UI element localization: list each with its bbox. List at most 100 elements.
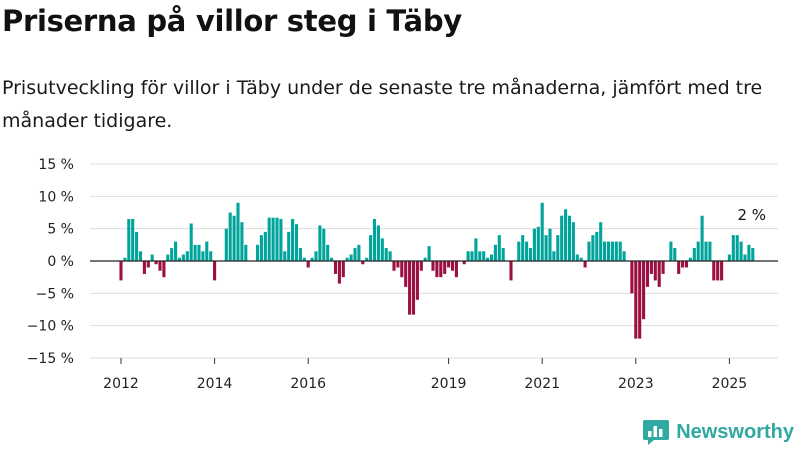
bar xyxy=(431,261,435,271)
bar xyxy=(618,241,622,261)
x-tick-label: 2025 xyxy=(712,376,748,392)
bar xyxy=(454,261,458,278)
bar xyxy=(708,241,712,261)
bar xyxy=(170,248,174,261)
bar xyxy=(478,251,482,261)
bar xyxy=(450,261,455,271)
bar xyxy=(287,231,291,261)
bar xyxy=(283,251,287,261)
bar xyxy=(681,261,685,268)
y-tick-label: 5 % xyxy=(47,222,74,238)
bar xyxy=(677,261,681,274)
bar xyxy=(240,222,244,261)
bar xyxy=(673,248,677,261)
bar xyxy=(536,226,540,261)
bar xyxy=(447,261,451,268)
bar xyxy=(731,235,735,261)
y-tick-label: 10 % xyxy=(38,189,74,205)
x-tick-label: 2021 xyxy=(524,376,560,392)
x-tick-label: 2016 xyxy=(290,376,326,392)
x-tick-label: 2019 xyxy=(431,376,467,392)
y-tick-label: 15 % xyxy=(38,157,74,173)
bar xyxy=(322,228,326,261)
bar xyxy=(419,261,423,271)
chart-title: Priserna på villor steg i Täby xyxy=(2,4,462,38)
bar xyxy=(408,261,412,315)
bar xyxy=(275,217,279,261)
bar xyxy=(349,254,353,261)
bar xyxy=(154,261,158,265)
bar xyxy=(411,261,416,315)
bar xyxy=(380,238,384,261)
bar xyxy=(610,241,614,261)
bar xyxy=(548,228,552,261)
bar xyxy=(330,257,334,261)
bar xyxy=(575,254,579,261)
bar xyxy=(236,202,240,261)
bar xyxy=(376,225,380,261)
bar xyxy=(318,225,322,261)
bar xyxy=(630,261,634,294)
bar xyxy=(146,261,150,268)
bar xyxy=(517,241,521,261)
bar xyxy=(622,251,626,261)
bar xyxy=(314,251,318,261)
bar xyxy=(341,261,345,278)
bar xyxy=(435,261,439,278)
bar xyxy=(244,244,248,261)
bar xyxy=(177,257,182,261)
bar xyxy=(189,223,193,261)
x-tick-label: 2023 xyxy=(618,376,654,392)
y-tick-label: −5 % xyxy=(36,286,74,302)
bar xyxy=(353,248,357,261)
bar xyxy=(294,224,299,261)
bar xyxy=(365,257,369,261)
bar xyxy=(657,261,661,287)
bar xyxy=(232,215,236,261)
bar xyxy=(470,251,474,261)
bar xyxy=(638,261,642,339)
bar xyxy=(696,241,700,261)
bar xyxy=(556,235,560,261)
bar xyxy=(462,261,466,265)
bar xyxy=(400,261,404,278)
x-tick-label: 2014 xyxy=(197,376,233,392)
bar xyxy=(751,248,755,261)
bar xyxy=(591,235,595,261)
newsworthy-logo: Newsworthy xyxy=(642,418,794,446)
bar xyxy=(552,251,556,261)
bar xyxy=(361,261,365,265)
bar xyxy=(571,222,575,261)
bar xyxy=(564,209,568,261)
newsworthy-logo-icon xyxy=(643,420,670,445)
bar xyxy=(201,251,205,261)
bar xyxy=(333,261,338,274)
bar xyxy=(599,222,603,261)
bar xyxy=(525,241,529,261)
bar xyxy=(193,244,197,261)
bar xyxy=(302,257,306,261)
bar xyxy=(704,241,708,261)
bar xyxy=(310,257,314,261)
bar xyxy=(228,212,232,261)
bar xyxy=(735,235,739,261)
bar xyxy=(388,251,392,261)
bar xyxy=(415,261,419,300)
bar xyxy=(692,248,696,261)
bar xyxy=(669,241,673,261)
bar xyxy=(337,261,341,284)
bar xyxy=(653,261,657,281)
bar xyxy=(645,261,650,287)
bar xyxy=(162,261,166,278)
bar xyxy=(743,254,747,261)
bar xyxy=(357,244,361,261)
bar xyxy=(369,235,373,261)
bar xyxy=(150,254,154,261)
bar xyxy=(279,218,283,261)
bar xyxy=(298,248,302,261)
bar xyxy=(489,254,494,261)
bar xyxy=(466,251,470,261)
bar xyxy=(688,257,692,261)
bar xyxy=(579,257,583,261)
